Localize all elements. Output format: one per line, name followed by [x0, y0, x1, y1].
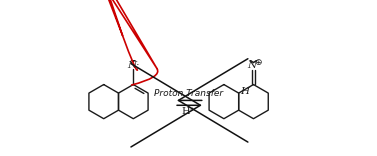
Text: :: : — [136, 61, 139, 71]
Text: ⊕: ⊕ — [254, 58, 262, 67]
Text: H: H — [240, 87, 249, 96]
Text: H⁺: H⁺ — [181, 107, 195, 116]
Text: Proton Transfer: Proton Transfer — [154, 89, 223, 98]
Text: N: N — [127, 61, 136, 70]
Text: N: N — [247, 61, 256, 70]
